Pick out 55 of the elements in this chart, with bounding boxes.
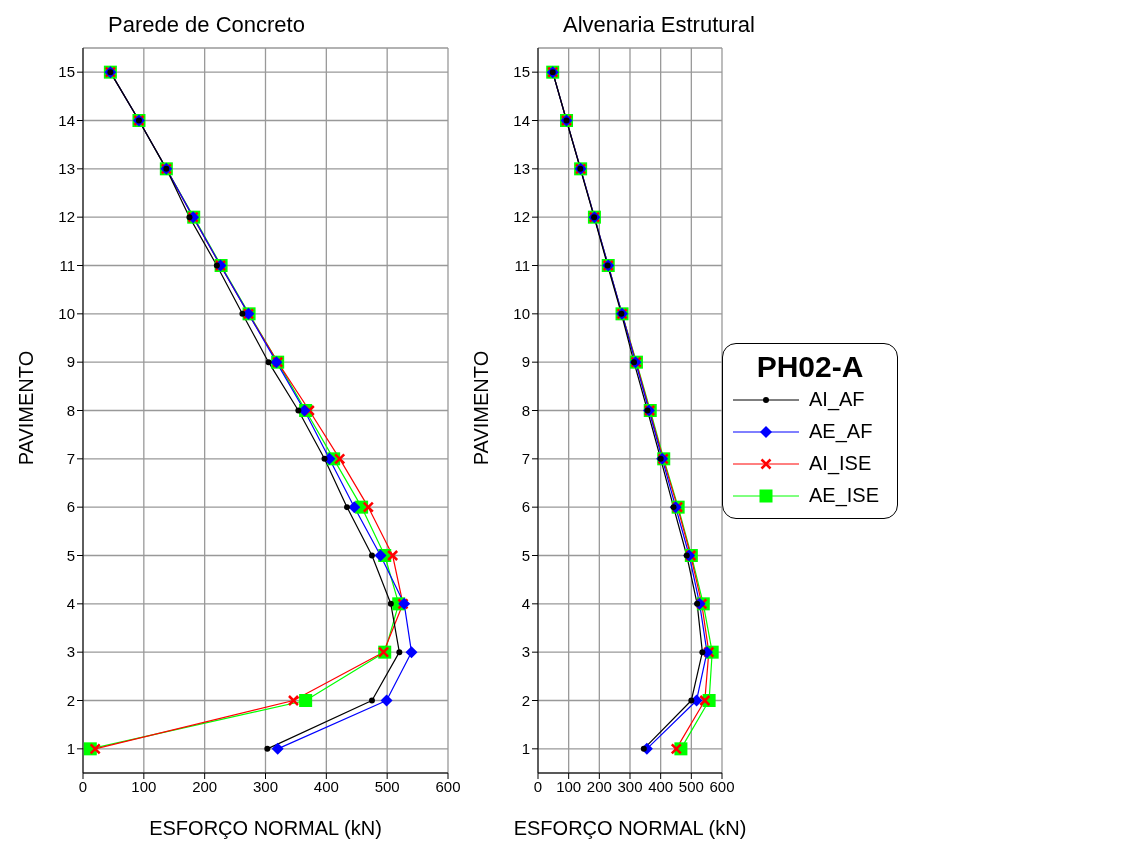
x-tick-label: 0 [533,777,543,795]
y-tick-label: 15 [513,63,530,81]
y-tick-label: 7 [521,450,530,468]
x-tick-label: 0 [78,777,88,795]
x-tick-label: 400 [648,777,674,795]
x-tick-label: 600 [435,777,461,795]
y-tick-label: 5 [66,546,75,564]
y-tick-label: 4 [521,595,530,613]
y-tick-label: 1 [521,740,530,758]
y-tick-label: 9 [521,353,530,371]
legend-label: AE_ISE [809,484,880,507]
y-tick-label: 14 [513,111,530,129]
x-tick-label: 500 [374,777,400,795]
x-tick-label: 400 [313,777,339,795]
y-tick-label: 4 [66,595,75,613]
x-tick-label: 300 [252,777,279,795]
y-tick-label: 12 [513,208,530,226]
x-tick-label: 300 [617,777,643,795]
y-axis-title: PAVIMENTO [14,350,38,466]
y-tick-label: 8 [521,401,530,419]
legend-label: AE_AF [809,420,873,443]
y-tick-label: 3 [521,643,530,661]
y-tick-label: 2 [66,691,75,709]
y-tick-label: 13 [513,160,530,178]
y-tick-label: 1 [66,740,75,758]
legend-title: PH02-A [755,349,865,384]
y-tick-label: 3 [66,643,75,661]
x-tick-label: 200 [586,777,612,795]
x-tick-label: 100 [131,777,157,795]
x-axis-title: ESFORÇO NORMAL (kN) [513,817,747,839]
y-tick-label: 9 [66,353,75,371]
chart-title: Parede de Concreto [108,12,305,38]
y-tick-label: 6 [521,498,530,516]
x-tick-label: 600 [709,777,735,795]
y-tick-label: 12 [58,208,75,226]
y-tick-label: 15 [58,63,75,81]
y-tick-label: 6 [66,498,75,516]
y-tick-label: 2 [521,691,530,709]
legend-label: AI_AF [809,388,865,411]
y-tick-label: 10 [58,305,75,323]
y-tick-label: 11 [59,256,75,274]
y-tick-label: 13 [58,160,75,178]
y-tick-label: 7 [66,450,75,468]
legend-label: AI_ISE [809,452,872,475]
y-axis-title: PAVIMENTO [469,350,493,466]
x-axis-title: ESFORÇO NORMAL (kN) [149,817,382,839]
y-tick-label: 11 [514,256,530,274]
x-tick-label: 500 [678,777,704,795]
y-tick-label: 14 [58,111,75,129]
y-tick-label: 8 [66,401,75,419]
x-tick-label: 200 [192,777,218,795]
chart-title: Alvenaria Estrutural [563,12,755,38]
x-tick-label: 100 [556,777,582,795]
y-tick-label: 5 [521,546,530,564]
y-tick-label: 10 [513,305,530,323]
